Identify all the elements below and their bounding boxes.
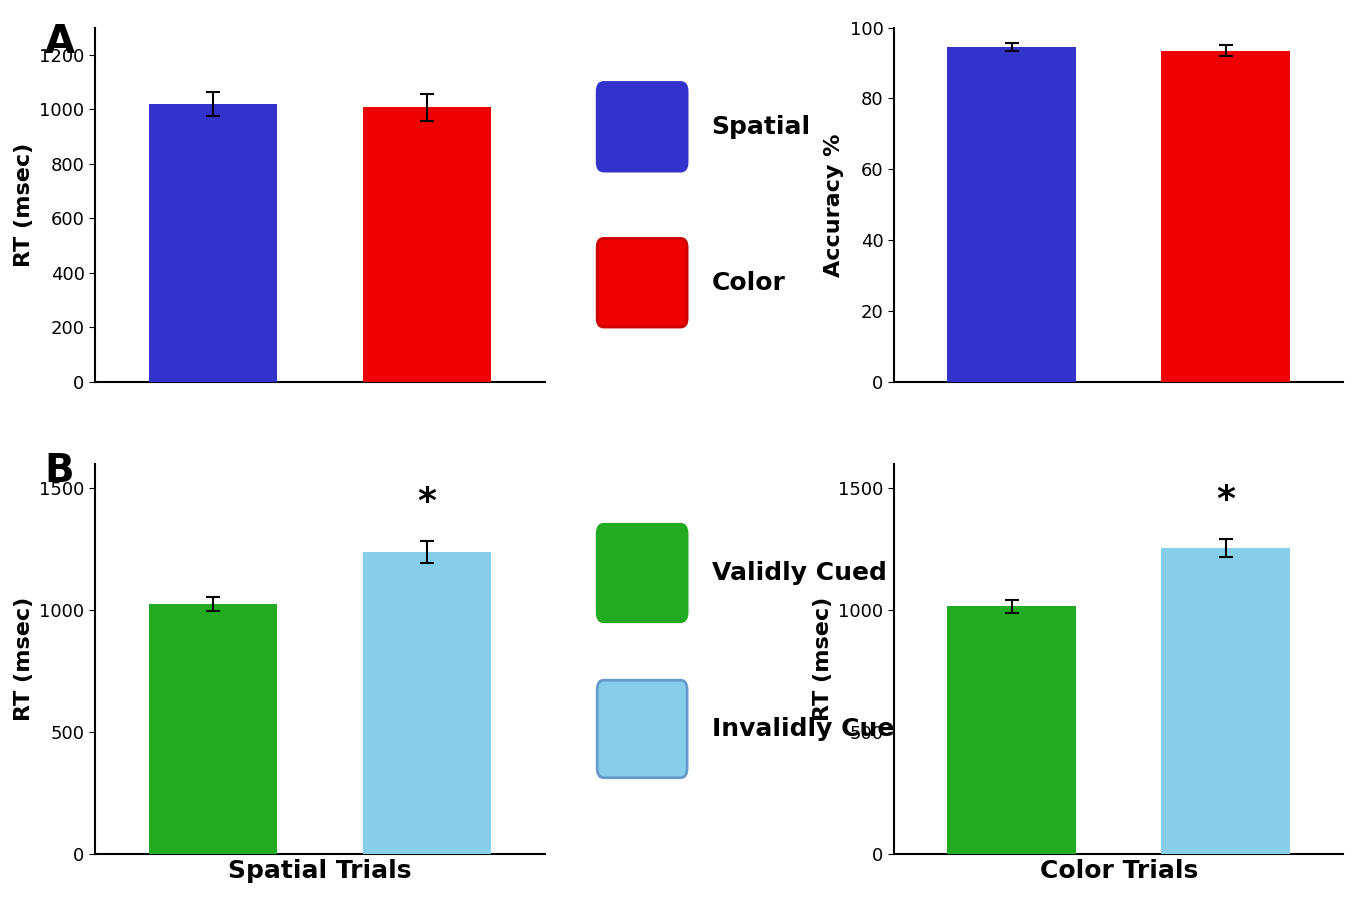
- Bar: [947, 607, 1076, 854]
- Text: Invalidly Cued: Invalidly Cued: [711, 717, 912, 741]
- FancyBboxPatch shape: [597, 83, 687, 171]
- X-axis label: Color Trials: Color Trials: [1039, 859, 1198, 883]
- Bar: [362, 107, 491, 382]
- Y-axis label: Accuracy %: Accuracy %: [824, 133, 844, 276]
- FancyBboxPatch shape: [597, 680, 687, 778]
- Y-axis label: RT (msec): RT (msec): [813, 597, 833, 721]
- FancyBboxPatch shape: [597, 524, 687, 621]
- Text: *: *: [1216, 483, 1235, 517]
- Bar: [148, 604, 277, 854]
- Text: *: *: [418, 486, 437, 520]
- Bar: [148, 104, 277, 382]
- Text: A: A: [45, 23, 75, 61]
- Bar: [362, 552, 491, 854]
- Bar: [1162, 548, 1291, 854]
- X-axis label: Spatial Trials: Spatial Trials: [228, 859, 411, 883]
- Text: B: B: [45, 452, 75, 489]
- FancyBboxPatch shape: [597, 239, 687, 327]
- Y-axis label: RT (msec): RT (msec): [14, 142, 34, 267]
- Y-axis label: RT (msec): RT (msec): [14, 597, 34, 721]
- Text: Color: Color: [711, 271, 786, 295]
- Bar: [947, 47, 1076, 382]
- Text: Spatial: Spatial: [711, 115, 810, 139]
- Bar: [1162, 50, 1291, 382]
- Text: Validly Cued: Validly Cued: [711, 561, 886, 585]
